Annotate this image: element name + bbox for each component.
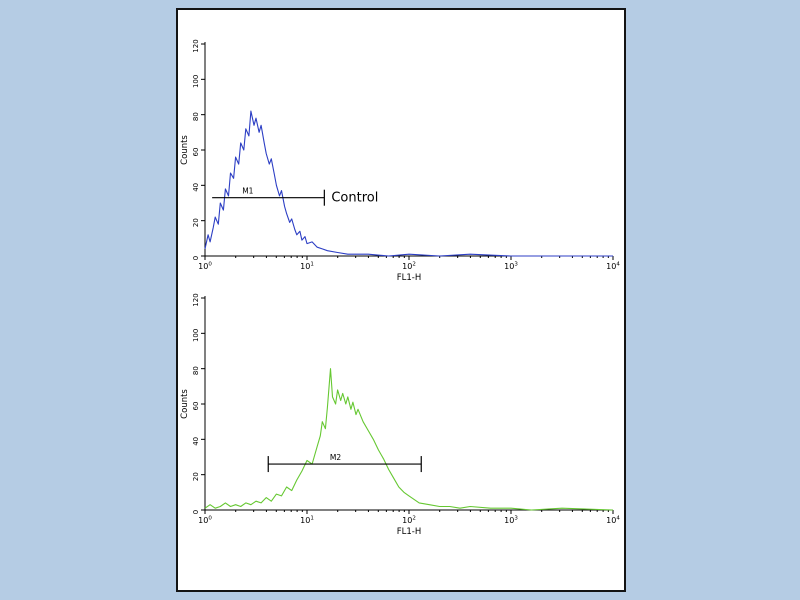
y-tick-label: 60 [192, 148, 200, 157]
x-tick-label: 102 [402, 262, 416, 272]
y-axis-label: Counts [180, 389, 190, 419]
x-axis-label: FL1-H [397, 273, 422, 282]
gate-label: M1 [242, 187, 253, 196]
y-tick-label: 60 [192, 402, 200, 411]
y-axis-label: Counts [180, 135, 190, 165]
y-tick-label: 40 [192, 183, 200, 192]
y-tick-label: 100 [192, 75, 200, 88]
histogram-curve-control [204, 110, 613, 257]
y-tick-label: 80 [192, 112, 200, 121]
x-tick-label: 103 [504, 516, 518, 526]
y-tick-label: 0 [192, 256, 200, 260]
x-tick-label: 101 [300, 262, 314, 272]
histogram-curve-sample [204, 368, 614, 511]
y-tick-label: 20 [192, 472, 200, 481]
y-tick-label: 0 [192, 510, 200, 514]
y-tick-label: 100 [192, 329, 200, 342]
x-tick-label: 103 [504, 262, 518, 272]
histogram-plot-control: 0 20 40 60 80 100 120 100 101 102 103 104 FL1-H Count… [180, 39, 620, 282]
y-tick-label: 20 [192, 218, 200, 227]
x-tick-label: 104 [606, 262, 620, 272]
x-tick-label: 104 [606, 516, 620, 526]
figure-panel: 0 20 40 60 80 100 120 100 101 102 103 104 FL1-H Count… [176, 8, 626, 592]
y-tick-label: 120 [192, 293, 200, 306]
y-tick-label: 80 [192, 366, 200, 375]
gate-M2 [267, 456, 422, 473]
x-tick-label: 102 [402, 516, 416, 526]
gate-M1 [212, 189, 325, 206]
y-tick-label: 120 [192, 39, 200, 52]
x-axis-label: FL1-H [397, 527, 422, 536]
x-tick-label: 101 [300, 516, 314, 526]
axes [201, 42, 614, 260]
x-tick-label: 100 [198, 516, 212, 526]
gate-annotation: Control [331, 191, 378, 206]
y-tick-label: 40 [192, 437, 200, 446]
gate-label: M2 [330, 453, 341, 462]
axes [201, 296, 614, 514]
x-tick-label: 100 [198, 262, 212, 272]
histogram-plot-sample: 0 20 40 60 80 100 120 100 101 102 103 104 FL1-H Count… [180, 293, 620, 536]
